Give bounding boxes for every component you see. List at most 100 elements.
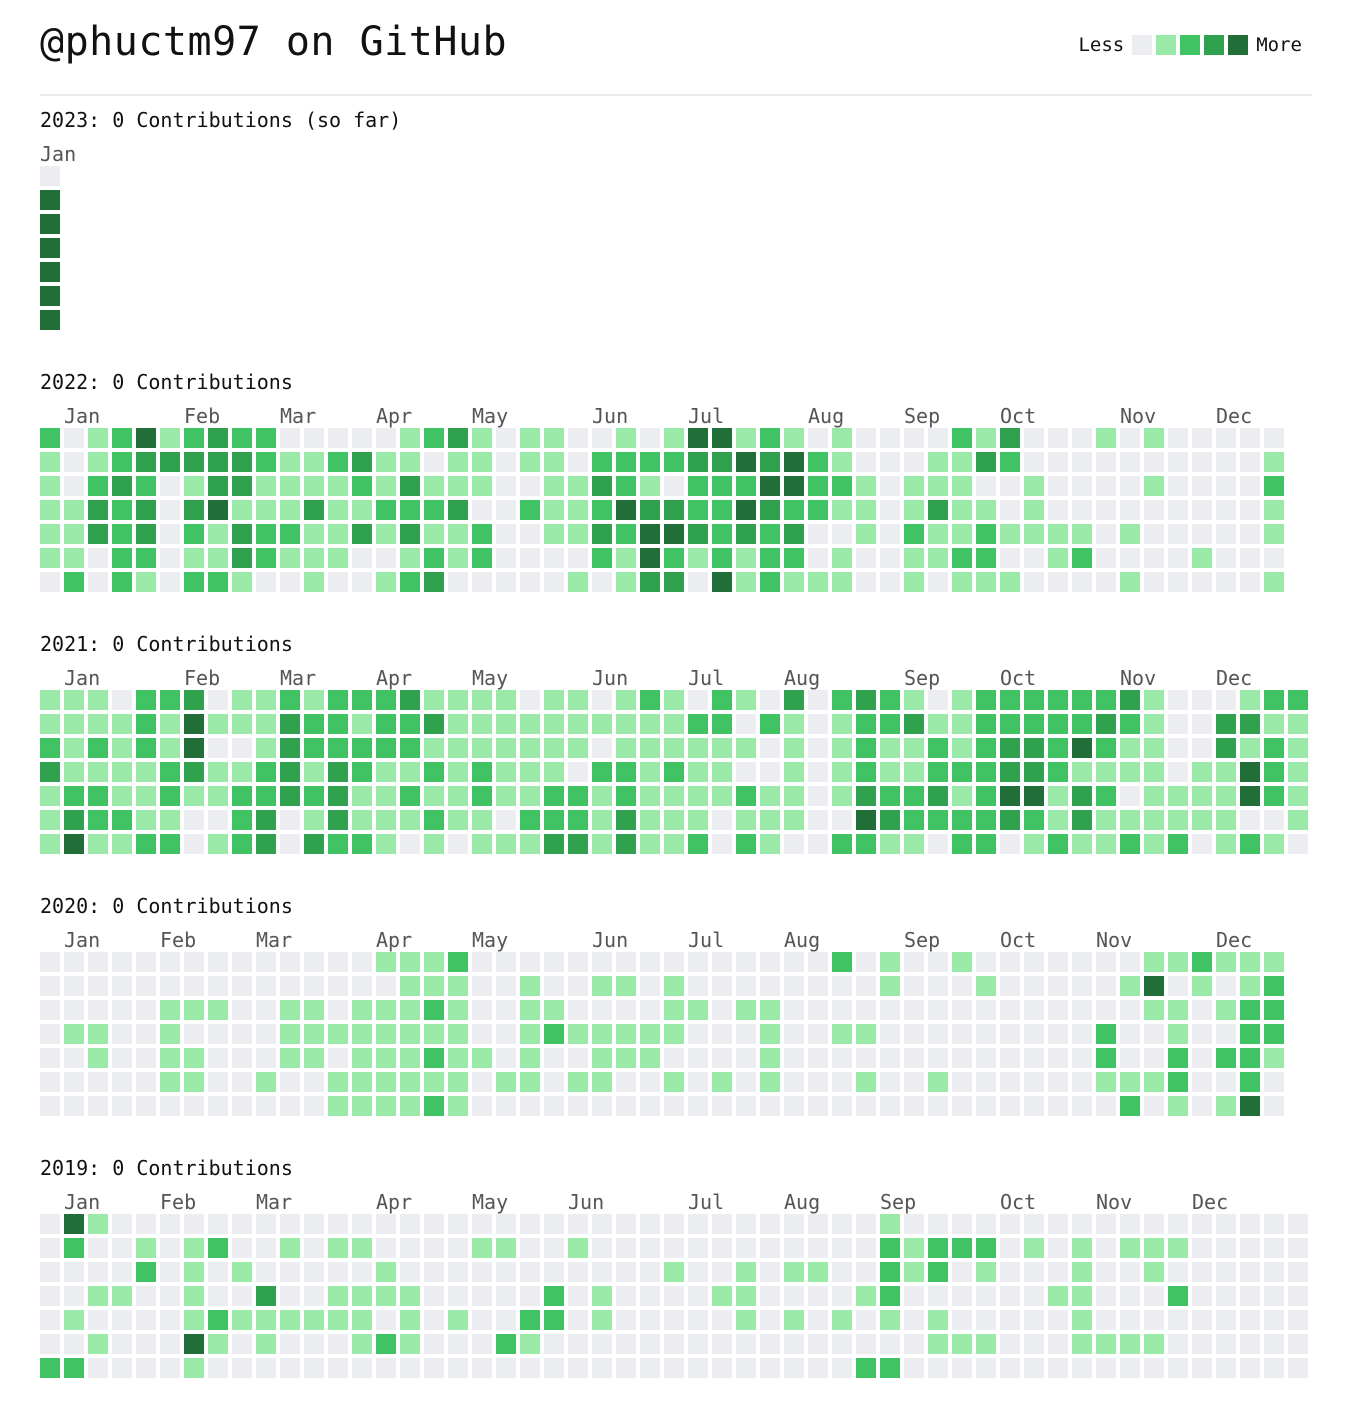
contribution-day[interactable] [1144, 1048, 1164, 1068]
contribution-day[interactable] [520, 834, 540, 854]
contribution-day[interactable] [808, 476, 828, 496]
contribution-day[interactable] [112, 976, 132, 996]
contribution-day[interactable] [976, 786, 996, 806]
contribution-day[interactable] [328, 1262, 348, 1282]
contribution-day[interactable] [568, 1238, 588, 1258]
contribution-day[interactable] [712, 1214, 732, 1234]
contribution-day[interactable] [1240, 762, 1260, 782]
contribution-day[interactable] [1096, 714, 1116, 734]
contribution-day[interactable] [1192, 548, 1212, 568]
contribution-day[interactable] [1288, 762, 1308, 782]
contribution-day[interactable] [1264, 1238, 1284, 1258]
contribution-day[interactable] [88, 1310, 108, 1330]
contribution-day[interactable] [640, 762, 660, 782]
contribution-day[interactable] [832, 524, 852, 544]
contribution-day[interactable] [376, 714, 396, 734]
contribution-day[interactable] [832, 572, 852, 592]
contribution-day[interactable] [184, 738, 204, 758]
contribution-day[interactable] [856, 738, 876, 758]
contribution-day[interactable] [1120, 1334, 1140, 1354]
contribution-day[interactable] [1096, 1214, 1116, 1234]
contribution-day[interactable] [544, 1358, 564, 1378]
contribution-day[interactable] [88, 810, 108, 830]
contribution-day[interactable] [1192, 810, 1212, 830]
contribution-day[interactable] [1288, 738, 1308, 758]
contribution-day[interactable] [232, 810, 252, 830]
contribution-day[interactable] [760, 690, 780, 710]
contribution-day[interactable] [568, 1310, 588, 1330]
contribution-day[interactable] [1216, 500, 1236, 520]
contribution-day[interactable] [232, 1310, 252, 1330]
contribution-day[interactable] [1096, 1024, 1116, 1044]
contribution-day[interactable] [1096, 428, 1116, 448]
contribution-day[interactable] [640, 976, 660, 996]
contribution-day[interactable] [352, 1358, 372, 1378]
contribution-day[interactable] [808, 952, 828, 972]
contribution-day[interactable] [112, 1310, 132, 1330]
contribution-day[interactable] [592, 476, 612, 496]
contribution-day[interactable] [280, 428, 300, 448]
contribution-day[interactable] [760, 1096, 780, 1116]
contribution-day[interactable] [784, 762, 804, 782]
contribution-day[interactable] [544, 976, 564, 996]
contribution-day[interactable] [520, 428, 540, 448]
contribution-day[interactable] [208, 834, 228, 854]
contribution-day[interactable] [1264, 690, 1284, 710]
contribution-day[interactable] [760, 1024, 780, 1044]
contribution-day[interactable] [280, 1334, 300, 1354]
contribution-day[interactable] [544, 1072, 564, 1092]
contribution-day[interactable] [712, 1286, 732, 1306]
contribution-day[interactable] [688, 572, 708, 592]
contribution-day[interactable] [904, 1000, 924, 1020]
contribution-day[interactable] [1072, 1096, 1092, 1116]
contribution-day[interactable] [808, 1262, 828, 1282]
contribution-day[interactable] [928, 786, 948, 806]
contribution-day[interactable] [472, 1048, 492, 1068]
contribution-day[interactable] [808, 1310, 828, 1330]
contribution-day[interactable] [1216, 714, 1236, 734]
contribution-day[interactable] [256, 1334, 276, 1354]
contribution-day[interactable] [424, 572, 444, 592]
contribution-day[interactable] [160, 738, 180, 758]
contribution-day[interactable] [256, 1262, 276, 1282]
contribution-day[interactable] [1264, 786, 1284, 806]
contribution-day[interactable] [952, 738, 972, 758]
contribution-day[interactable] [1144, 738, 1164, 758]
contribution-day[interactable] [1168, 500, 1188, 520]
contribution-day[interactable] [952, 524, 972, 544]
contribution-day[interactable] [64, 428, 84, 448]
contribution-day[interactable] [640, 476, 660, 496]
contribution-day[interactable] [1120, 834, 1140, 854]
contribution-day[interactable] [1048, 476, 1068, 496]
contribution-day[interactable] [928, 1334, 948, 1354]
contribution-day[interactable] [160, 690, 180, 710]
contribution-day[interactable] [1096, 1072, 1116, 1092]
contribution-day[interactable] [640, 428, 660, 448]
contribution-day[interactable] [1264, 1096, 1284, 1116]
contribution-day[interactable] [160, 1358, 180, 1378]
contribution-day[interactable] [952, 1286, 972, 1306]
contribution-day[interactable] [1024, 428, 1044, 448]
contribution-day[interactable] [520, 1238, 540, 1258]
contribution-day[interactable] [928, 428, 948, 448]
contribution-day[interactable] [376, 1096, 396, 1116]
contribution-day[interactable] [1192, 1358, 1212, 1378]
contribution-day[interactable] [880, 952, 900, 972]
contribution-day[interactable] [376, 952, 396, 972]
contribution-day[interactable] [304, 548, 324, 568]
contribution-day[interactable] [856, 834, 876, 854]
contribution-day[interactable] [1000, 1000, 1020, 1020]
contribution-day[interactable] [568, 1214, 588, 1234]
contribution-day[interactable] [112, 738, 132, 758]
contribution-day[interactable] [64, 690, 84, 710]
contribution-day[interactable] [400, 952, 420, 972]
contribution-day[interactable] [1168, 976, 1188, 996]
contribution-day[interactable] [64, 1310, 84, 1330]
contribution-day[interactable] [664, 690, 684, 710]
contribution-day[interactable] [1048, 1238, 1068, 1258]
contribution-day[interactable] [208, 524, 228, 544]
contribution-day[interactable] [1096, 500, 1116, 520]
contribution-day[interactable] [1120, 500, 1140, 520]
contribution-day[interactable] [712, 762, 732, 782]
contribution-day[interactable] [1024, 452, 1044, 472]
